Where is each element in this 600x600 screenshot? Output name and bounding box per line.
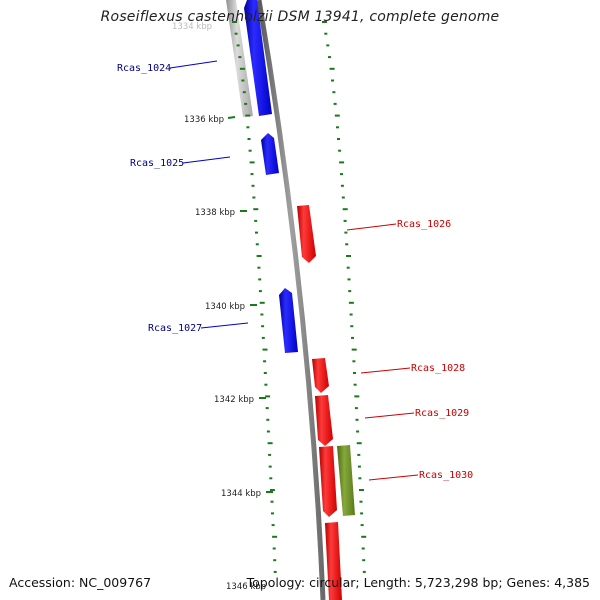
gene-bottom-partial[interactable] xyxy=(325,522,342,600)
sequence-backbone xyxy=(256,0,326,600)
gene-label-rcas-1029[interactable]: Rcas_1029 xyxy=(415,408,469,419)
grey-feature[interactable] xyxy=(226,0,253,117)
scale-label-1334: 1334 kbp xyxy=(172,22,212,32)
scale-label-1340: 1340 kbp xyxy=(205,302,245,312)
gene-rcas-1025[interactable] xyxy=(261,133,279,175)
gene-label-rcas-1027[interactable]: Rcas_1027 xyxy=(148,323,202,334)
leader-rcas-1030 xyxy=(368,474,419,481)
scale-tick-1336 xyxy=(227,116,236,119)
leader-rcas-1025 xyxy=(182,156,231,164)
inner-tick-ring xyxy=(232,21,278,573)
gene-rcas-1026[interactable] xyxy=(297,205,316,263)
leader-rcas-1028 xyxy=(360,367,411,374)
leader-rcas-1026 xyxy=(346,223,397,231)
leader-rcas-1027 xyxy=(200,322,249,329)
topology-text: Topology: circular; Length: 5,723,298 bp… xyxy=(246,575,590,590)
scale-labels: 1334 kbp 1336 kbp 1338 kbp 1340 kbp 1342… xyxy=(172,22,266,592)
gene-rcas-1027[interactable] xyxy=(279,288,298,353)
gene-rcas-1030[interactable] xyxy=(319,446,337,517)
genome-title: Roseiflexus castenholzii DSM 13941, comp… xyxy=(100,9,500,25)
accession-text: Accession: NC_009767 xyxy=(9,575,152,590)
gene-label-rcas-1025[interactable]: Rcas_1025 xyxy=(130,158,184,169)
olive-feature[interactable] xyxy=(337,445,355,516)
scale-label-1346: 1346 kbp xyxy=(226,582,266,592)
scale-label-1336: 1336 kbp xyxy=(184,115,224,125)
scale-label-1342: 1342 kbp xyxy=(214,395,254,405)
gene-label-rcas-1024[interactable]: Rcas_1024 xyxy=(117,63,171,74)
gene-rcas-1029[interactable] xyxy=(315,395,333,446)
gene-rcas-1028[interactable] xyxy=(312,358,329,393)
scale-label-1344: 1344 kbp xyxy=(221,489,261,499)
gene-label-rcas-1030[interactable]: Rcas_1030 xyxy=(419,470,473,481)
gene-label-rcas-1026[interactable]: Rcas_1026 xyxy=(397,219,451,230)
gene-rcas-1024[interactable] xyxy=(244,0,272,116)
scale-tick-marks xyxy=(227,116,273,493)
leader-rcas-1024 xyxy=(169,60,218,69)
scale-label-1338: 1338 kbp xyxy=(195,208,235,218)
leader-lines xyxy=(169,60,419,481)
leader-rcas-1029 xyxy=(364,412,415,419)
outer-tick-ring xyxy=(322,21,367,573)
gene-label-rcas-1028[interactable]: Rcas_1028 xyxy=(411,363,465,374)
